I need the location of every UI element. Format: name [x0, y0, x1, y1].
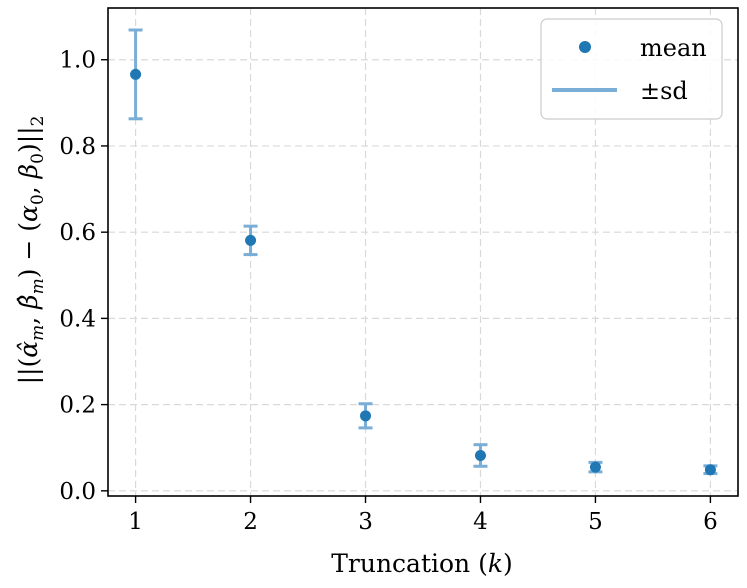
mean-point [589, 461, 601, 473]
x-tick-label: 4 [473, 509, 488, 535]
plot-frame [107, 7, 739, 497]
y-tick-label: 0.6 [59, 220, 96, 246]
y-axis-label: ||(α̂m, β̂m) − (α0, β0)||2 [14, 116, 48, 385]
y-tick-label: 0.2 [59, 393, 96, 419]
axis-ticks: 1 2 3 4 5 6 0.0 0.2 0.4 0.6 0.8 1.0 [59, 48, 717, 535]
legend-mean-label: mean [640, 34, 707, 62]
y-tick-label: 0.8 [59, 134, 96, 160]
mean-point [474, 449, 486, 461]
x-tick-label: 1 [128, 509, 143, 535]
legend-sd-label: ±sd [640, 77, 688, 105]
legend: mean ±sd [540, 18, 723, 120]
x-tick-label: 2 [243, 509, 258, 535]
data-marks [128, 28, 718, 476]
mean-point [245, 234, 257, 246]
y-tick-label: 1.0 [59, 48, 96, 74]
x-tick-label: 3 [358, 509, 373, 535]
mean-point [360, 410, 372, 422]
mean-point [130, 68, 142, 80]
x-tick-label: 6 [703, 509, 718, 535]
x-tick-label: 5 [588, 509, 603, 535]
x-axis-label: Truncation (k) [331, 549, 513, 578]
y-tick-label: 0.4 [59, 306, 96, 332]
y-tick-label: 0.0 [59, 479, 96, 505]
legend-mean-marker [579, 41, 591, 53]
mean-point [704, 464, 716, 476]
